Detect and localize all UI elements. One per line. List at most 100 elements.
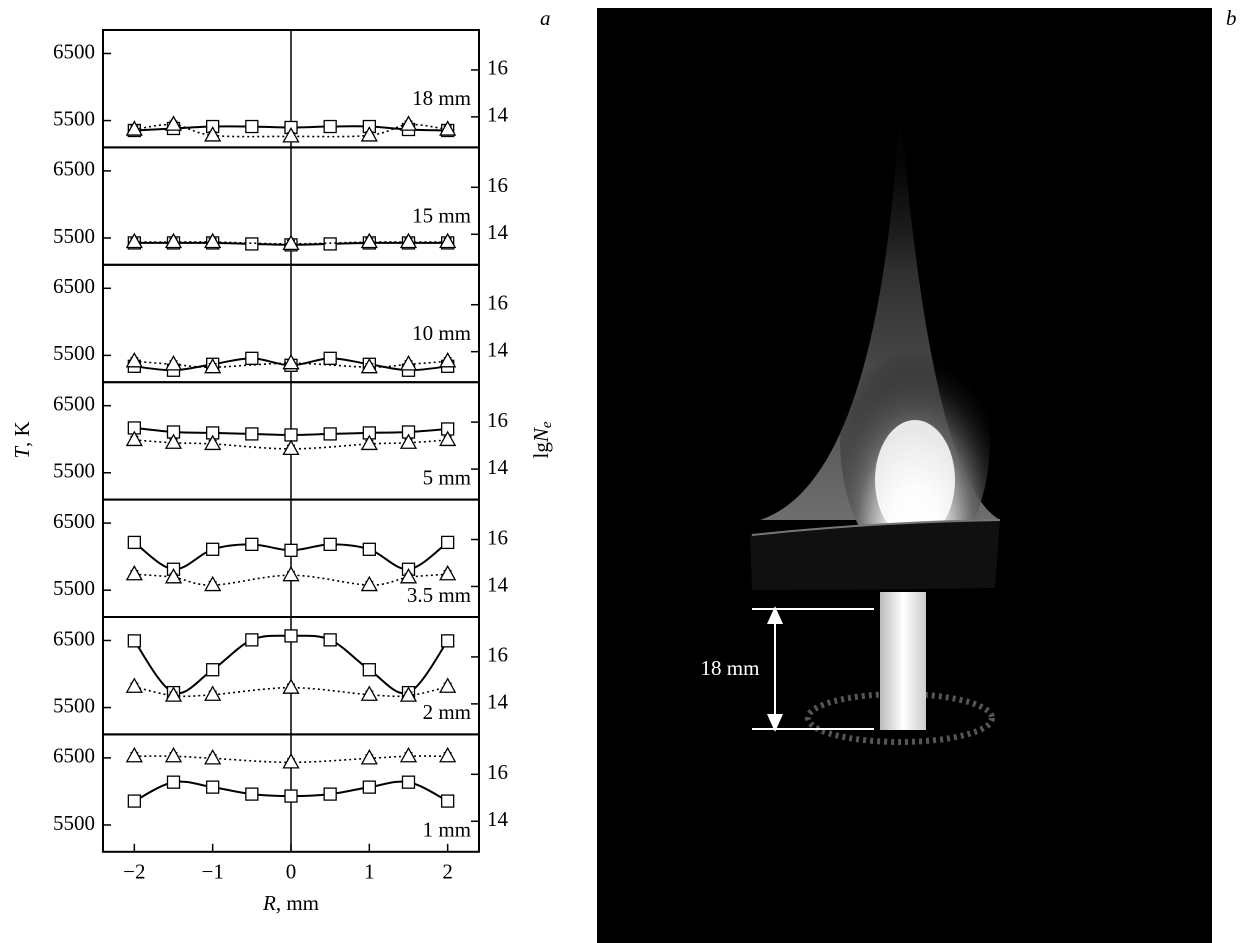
y2-axis-title: lgNe xyxy=(529,421,556,458)
triangle-marker xyxy=(282,234,300,251)
y-tick-label: 6500 xyxy=(53,157,95,181)
y2-tick-label: 14 xyxy=(487,690,509,714)
x-tick-label: 1 xyxy=(364,860,375,884)
triangle-marker xyxy=(399,686,418,702)
panel-label: 18 mm xyxy=(412,86,471,110)
y-tick-label: 6500 xyxy=(53,274,95,298)
triangle-marker xyxy=(399,433,418,449)
square-marker xyxy=(441,535,455,550)
square-marker xyxy=(245,119,259,134)
square-marker xyxy=(206,663,220,677)
square-marker xyxy=(245,237,259,251)
y2-tick-label: 16 xyxy=(487,56,508,80)
y-tick-label: 5500 xyxy=(53,106,95,130)
square-marker xyxy=(323,351,337,365)
triangle-marker xyxy=(125,120,143,136)
triangle-marker xyxy=(360,685,378,701)
triangle-marker xyxy=(282,127,300,143)
panel: 5500 6500 14 16 5 mm xyxy=(53,381,509,501)
triangle-marker xyxy=(125,746,143,763)
square-marker xyxy=(245,537,259,551)
panel-label: 3.5 mm xyxy=(407,583,471,607)
y-tick-label: 6500 xyxy=(53,509,95,533)
triangle-marker xyxy=(360,357,378,374)
panel: 5500 6500 14 16 −2 −1 0 1 2 1 mm xyxy=(53,733,509,884)
panel-label: 10 mm xyxy=(412,321,471,345)
square-marker xyxy=(362,542,376,556)
y2-tick-label: 14 xyxy=(487,807,509,831)
triangle-marker xyxy=(399,355,418,371)
triangle-marker xyxy=(282,753,300,769)
x-tick-label: −2 xyxy=(123,860,145,884)
triangle-marker xyxy=(204,749,222,765)
y-tick-label: 5500 xyxy=(53,341,95,365)
y2-tick-label: 16 xyxy=(487,291,508,315)
y-tick-label: 5500 xyxy=(53,224,95,248)
y-tick-label: 6500 xyxy=(53,626,95,650)
panel: 5500 6500 14 16 2 mm xyxy=(53,616,509,736)
triangle-marker xyxy=(125,232,143,249)
square-marker xyxy=(284,543,298,557)
y2-tick-label: 16 xyxy=(487,408,508,432)
y-tick-label: 5500 xyxy=(53,576,95,600)
dimension-label: 18 mm xyxy=(701,656,760,680)
square-marker xyxy=(401,775,416,789)
panel: 5500 6500 14 16 18 mm xyxy=(53,29,509,149)
square-marker xyxy=(441,634,455,648)
triangle-marker xyxy=(439,564,457,581)
triangle-marker xyxy=(399,232,418,249)
panel-label: 15 mm xyxy=(412,204,471,228)
y-tick-label: 6500 xyxy=(53,391,95,415)
panel: 5500 6500 14 16 15 mm xyxy=(53,146,509,266)
flame-core xyxy=(875,420,955,540)
triangle-marker xyxy=(399,567,418,584)
square-marker xyxy=(245,787,259,801)
triangle-marker xyxy=(125,564,143,581)
triangle-marker xyxy=(399,115,418,131)
triangle-marker xyxy=(439,677,457,693)
y2-tick-label: 14 xyxy=(487,103,509,127)
square-marker xyxy=(166,775,181,789)
plate xyxy=(750,520,1000,590)
y2-tick-label: 14 xyxy=(487,572,509,596)
jet xyxy=(880,592,926,730)
square-marker xyxy=(323,427,337,441)
triangle-marker xyxy=(204,685,222,701)
square-marker xyxy=(323,787,337,801)
triangle-marker xyxy=(164,433,183,449)
y-axis-title: T, K xyxy=(10,421,34,458)
triangle-marker xyxy=(204,434,222,451)
triangle-marker xyxy=(204,575,222,592)
square-marker xyxy=(127,535,141,550)
x-axis-title: R, mm xyxy=(262,891,319,915)
triangle-marker xyxy=(439,120,457,136)
triangle-marker xyxy=(360,434,378,451)
panel-label: 2 mm xyxy=(423,700,471,724)
triangle-marker xyxy=(360,749,378,765)
triangle-marker xyxy=(164,746,183,763)
x-axis-var: R xyxy=(262,891,276,915)
y2-tick-label: 14 xyxy=(487,455,509,479)
triangle-marker xyxy=(360,232,378,249)
x-tick-label: 0 xyxy=(286,860,297,884)
photo: 18 mm xyxy=(597,8,1212,943)
triangle-marker xyxy=(204,126,222,142)
triangle-marker xyxy=(282,565,300,582)
y-tick-label: 5500 xyxy=(53,811,95,835)
square-marker xyxy=(127,794,141,808)
triangle-marker xyxy=(125,430,143,447)
panel-letter: b xyxy=(1226,6,1237,30)
triangle-marker xyxy=(164,686,183,702)
triangle-marker xyxy=(125,677,143,693)
square-marker xyxy=(245,351,259,365)
y-tick-label: 6500 xyxy=(53,39,95,63)
y2-tick-label: 16 xyxy=(487,643,508,667)
square-marker xyxy=(362,780,376,794)
triangle-marker xyxy=(282,678,300,694)
square-marker xyxy=(284,629,298,643)
panel-letter: a xyxy=(540,6,551,30)
panel-label: 5 mm xyxy=(423,465,471,489)
square-marker xyxy=(284,428,298,442)
square-marker xyxy=(362,663,376,677)
